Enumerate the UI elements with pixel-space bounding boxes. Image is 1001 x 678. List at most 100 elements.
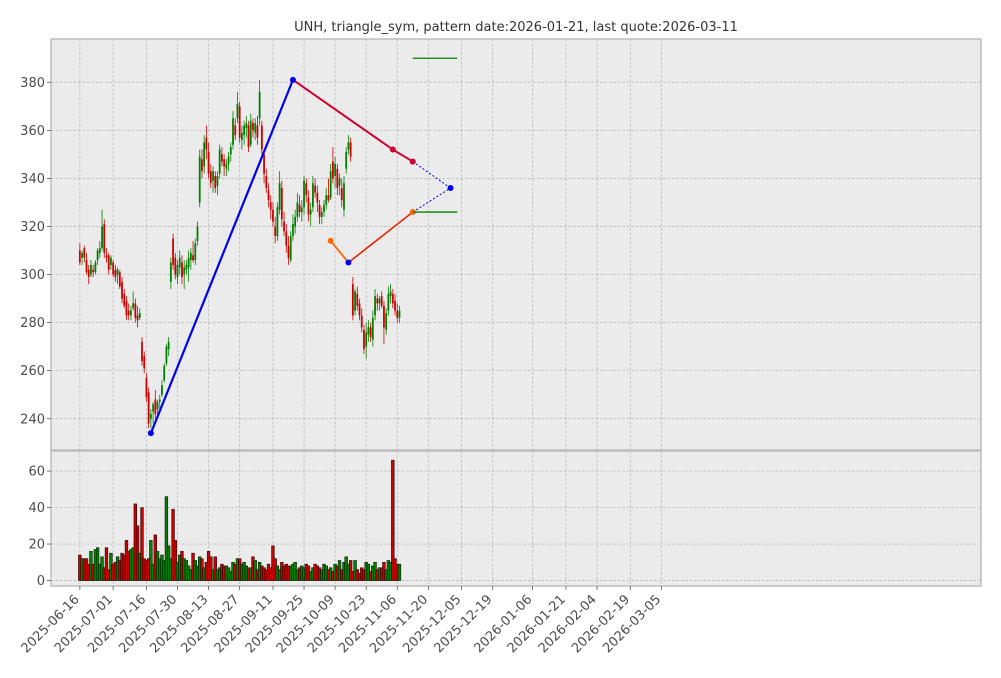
candle-body: [114, 269, 117, 277]
volume-tick-label: 0: [37, 574, 45, 589]
volume-bar: [391, 459, 395, 581]
candle-body: [130, 310, 132, 316]
candle-body: [121, 281, 123, 299]
volume-bar: [104, 547, 109, 581]
volume-bar: [149, 540, 153, 581]
candle-body: [314, 185, 317, 193]
candle-body: [185, 264, 188, 270]
candle-body: [396, 310, 399, 318]
candle-body: [163, 365, 166, 381]
candle-body: [363, 329, 365, 350]
candle-body: [205, 137, 208, 150]
candle-body: [298, 204, 301, 213]
candle-body: [285, 231, 288, 246]
candle-body: [325, 195, 328, 205]
candle-body: [96, 250, 99, 261]
candle-body: [263, 154, 265, 174]
candle-body: [116, 269, 119, 275]
candle-body: [389, 291, 392, 297]
candle-body: [391, 293, 394, 304]
candle-body: [123, 293, 126, 306]
volume-bar: [140, 507, 144, 581]
price-candles: [78, 79, 401, 429]
candle-body: [141, 341, 143, 362]
candle-body: [192, 255, 194, 261]
candle-body: [303, 180, 305, 208]
upper-pivot-point: [289, 76, 296, 83]
candle-body: [265, 176, 268, 189]
candle-body: [232, 118, 234, 145]
candle-body: [398, 310, 401, 318]
candle-body: [247, 125, 250, 148]
candle-body: [258, 91, 261, 119]
lower-pivot-point: [327, 237, 334, 244]
chart-title: UNH, triangle_sym, pattern date:2026-01-…: [294, 20, 738, 35]
candle-body: [256, 125, 259, 138]
candle-body: [201, 159, 203, 172]
volume-bar: [173, 540, 177, 581]
candle-body: [81, 252, 83, 258]
candle-body: [354, 291, 356, 311]
candle-body: [334, 163, 337, 176]
candle-body: [234, 125, 237, 136]
candle-body: [294, 216, 297, 227]
candle-body: [254, 123, 257, 133]
triangle-pattern-overlay: [147, 57, 458, 437]
upper-pivot-point: [389, 146, 396, 153]
candle-body: [394, 300, 396, 311]
candle-body: [207, 151, 210, 174]
volume-tick-label: 20: [28, 538, 45, 553]
candle-body: [238, 106, 241, 138]
candle-body: [105, 255, 108, 258]
candle-body: [307, 197, 310, 215]
candle-body: [374, 296, 376, 316]
candle-body: [216, 176, 219, 186]
candle-body: [387, 293, 390, 311]
candle-body: [300, 207, 303, 213]
candle-body: [360, 315, 363, 328]
candle-body: [214, 176, 217, 189]
candle-body: [283, 221, 285, 232]
candle-body: [189, 252, 192, 261]
price-tick-label: 300: [20, 268, 45, 283]
candle-body: [323, 204, 325, 213]
candle-body: [331, 161, 334, 179]
candle-body: [83, 248, 86, 258]
lower-pivot-point: [345, 259, 352, 266]
candle-body: [243, 125, 246, 136]
candle-body: [369, 327, 372, 338]
candle-body: [110, 257, 112, 265]
candle-body: [145, 377, 148, 398]
volume-tick-label: 40: [28, 501, 45, 516]
candle-body: [103, 224, 106, 253]
lower-trendline-inner: [348, 211, 414, 263]
candle-body: [138, 313, 141, 318]
candle-body: [272, 209, 274, 222]
candle-body: [227, 156, 230, 164]
candle-body: [276, 207, 279, 237]
price-tick-label: 320: [20, 220, 45, 235]
candle-body: [343, 183, 345, 210]
candle-body: [118, 272, 121, 287]
candle-body: [349, 142, 352, 157]
trend-start-point: [147, 430, 154, 437]
candle-body: [383, 305, 385, 328]
candle-body: [127, 310, 130, 316]
candle-body: [289, 236, 292, 261]
candle-body: [209, 171, 212, 184]
candle-body: [169, 262, 172, 282]
candle-body: [347, 142, 350, 150]
candle-body: [245, 123, 248, 128]
candle-body: [221, 154, 223, 162]
candle-body: [367, 327, 370, 335]
candle-body: [236, 103, 239, 119]
volume-panel-frame: [50, 450, 982, 587]
candle-body: [92, 269, 95, 273]
candle-body: [178, 257, 181, 268]
candle-body: [309, 209, 312, 215]
price-tick-label: 340: [20, 172, 45, 187]
candle-body: [174, 257, 177, 275]
candle-body: [134, 303, 137, 318]
candle-body: [225, 163, 228, 169]
